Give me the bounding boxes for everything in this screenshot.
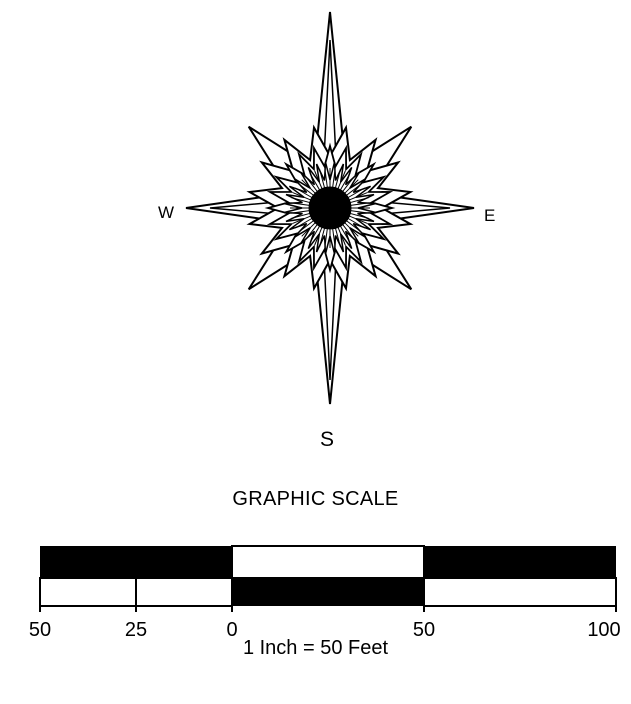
rose-hatch-line [297,183,317,198]
rose-hatch-line [346,192,368,202]
rose-hatch-line [338,223,351,243]
rose-hatch-line [314,224,324,246]
rose-hatch-line [347,212,369,219]
rose-hatch-line [345,187,365,200]
scale-segment-top-3 [424,546,616,578]
rose-hatch-line [319,169,326,191]
rose-hatch-line [331,168,336,191]
scale-segment-top-1 [40,546,232,578]
rose-hatch-line [346,214,368,224]
scale-tick-label: 100 [587,619,621,641]
rose-hatch-line [343,218,363,233]
scale-ratio-text: 1 Inch = 50 Feet [242,637,389,659]
rose-hatch-line [347,197,369,204]
rose-hatch-line [301,179,318,196]
rose-hatch-line [295,187,315,200]
rose-hatch-line [324,168,329,191]
rose-hatch-line [342,179,359,196]
scale-segment-top-2 [231,545,425,579]
rose-hatch-line [345,216,365,229]
scale-segment-bottom-3 [423,577,617,607]
rose-hatch-line [319,225,326,247]
rose-hatch-line [295,216,315,229]
rose-hatch-line [290,209,313,214]
rose-hatch-line [314,170,324,192]
rose-hatch-line [334,169,341,191]
compass-rose [185,11,475,405]
rose-hatch-line [340,221,355,241]
rose-hatch-line [336,224,346,246]
rose-hatch-line [292,192,314,202]
rose-hatch-line [342,220,359,237]
rose-hatch-line [334,225,341,247]
scale-title: GRAPHIC SCALE [232,488,399,510]
rose-hatch-line [297,218,317,233]
graphic-scale-bar [39,545,617,612]
rose-hatch-line [340,175,355,195]
east-label: E [484,206,496,225]
south-label: S [320,428,335,451]
rose-hatch-line [336,170,346,192]
rose-hatch-line [292,214,314,224]
rose-hatch-line [338,173,351,193]
rose-hatch-line [301,220,318,237]
rose-hatch-line [291,197,313,204]
rose-hatch-line [343,183,363,198]
scale-tick-label: 0 [226,619,238,641]
rose-hatch-line [309,223,322,243]
rose-hatch-line [305,221,320,241]
rose-center [308,186,352,230]
rose-hatch-line [305,175,320,195]
rose-hatch-line [347,209,370,214]
scale-tick-label: 50 [28,619,52,641]
rose-hatch-line [347,202,370,207]
west-label: W [158,203,175,222]
scale-tick-label: 50 [412,619,436,641]
rose-hatch-line [291,212,313,219]
rose-hatch-line [290,202,313,207]
scale-tick-label: 25 [124,619,148,641]
scale-segment-bottom-2 [232,578,424,606]
rose-hatch-line [331,225,336,248]
rose-hatch-line [324,225,329,248]
rose-hatch-line [309,173,322,193]
